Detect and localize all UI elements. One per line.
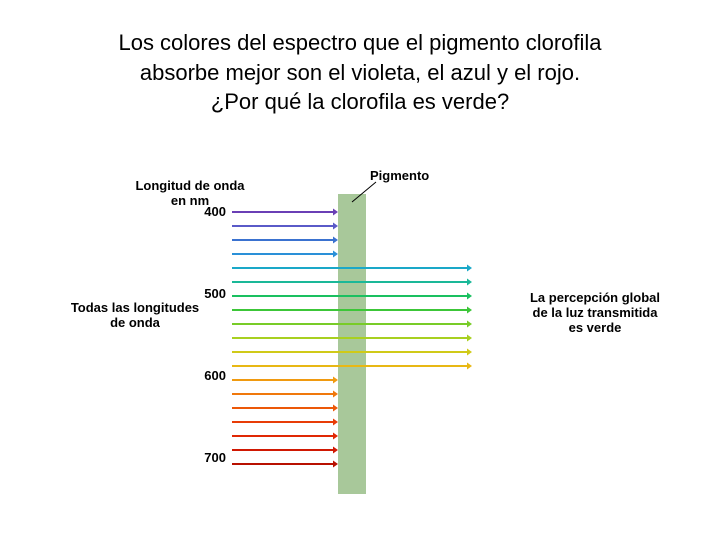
title-line-3: ¿Por qué la clorofila es verde? xyxy=(211,89,509,114)
title-line-2: absorbe mejor son el violeta, el azul y … xyxy=(140,60,580,85)
spectrum-diagram: Longitud de onda en nm Pigmento Todas la… xyxy=(0,170,720,520)
title-block: Los colores del espectro que el pigmento… xyxy=(60,28,660,117)
title-line-1: Los colores del espectro que el pigmento… xyxy=(118,30,601,55)
spectrum-row xyxy=(0,170,720,520)
